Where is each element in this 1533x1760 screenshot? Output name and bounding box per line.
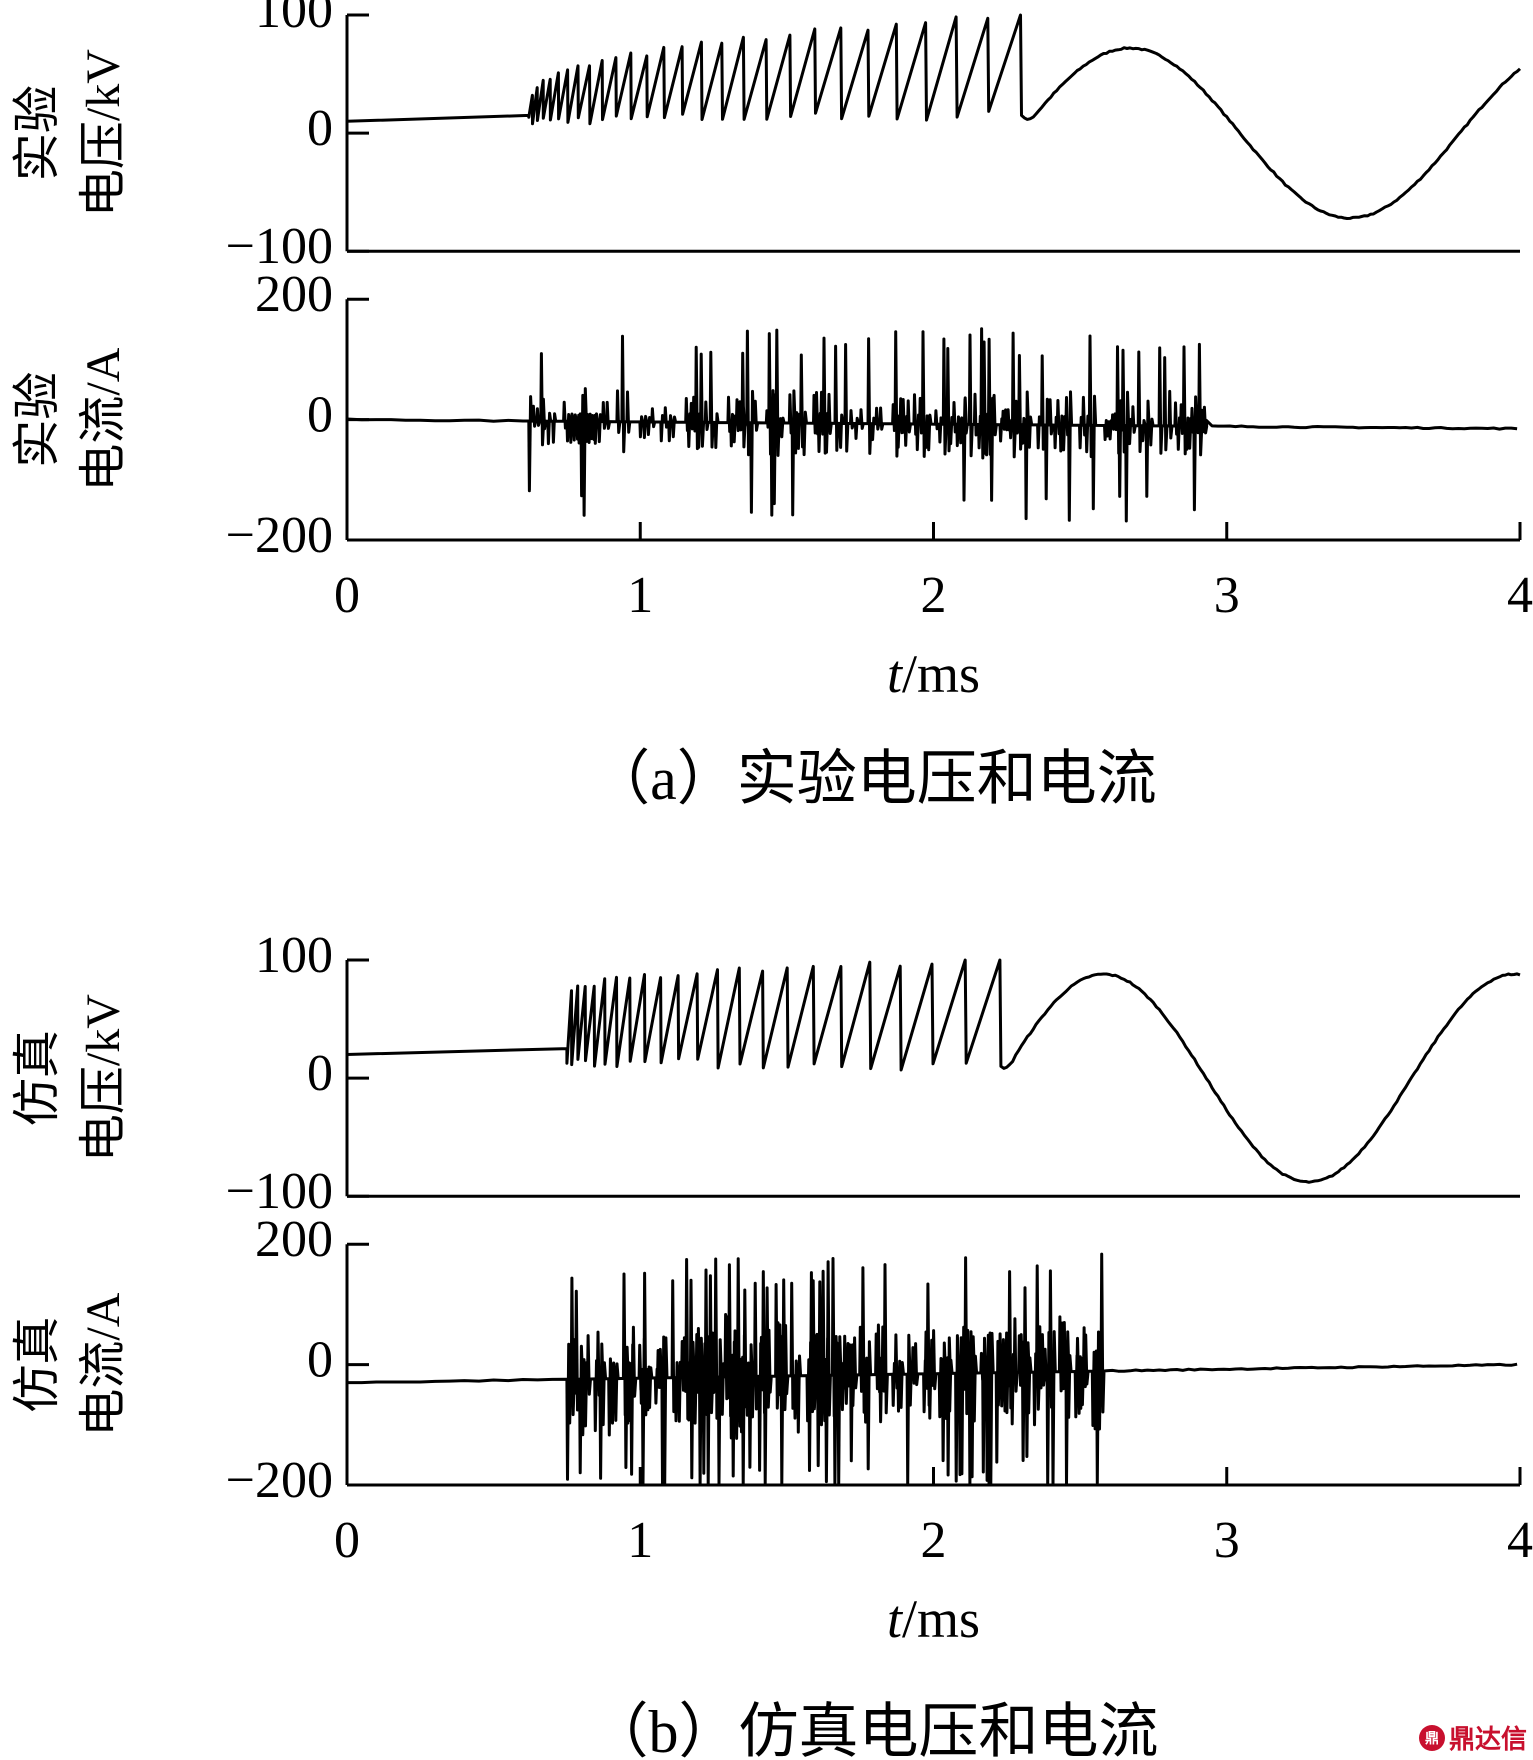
x-tick-label: 1 (627, 567, 653, 624)
current-trace (346, 327, 1518, 523)
y-tick-label: −200 (226, 507, 333, 564)
y-tick-label: −100 (226, 1163, 333, 1220)
voltage-trace (346, 13, 1522, 220)
y-axis-label: 实验 电流/A (11, 347, 130, 491)
x-tick-label: 2 (921, 1512, 947, 1569)
y-tick-label: 0 (307, 100, 333, 157)
current-panel: 200 0 −200 实验 电流/A (11, 266, 1520, 564)
x-axis-label-unit: /ms (902, 644, 980, 704)
current-panel: 200 0 −200 仿真 电流/A (11, 1211, 1520, 1509)
y-axis-label-line1: 实验 (11, 85, 64, 181)
voltage-panel: 100 0 −100 实验 电压/kV (11, 0, 1522, 275)
watermark: 鼎 鼎达信 (1418, 1719, 1527, 1756)
current-trace (347, 1252, 1518, 1487)
x-tick-label: 0 (334, 567, 360, 624)
y-tick-label: −100 (226, 218, 333, 275)
dingdaxin-logo-icon: 鼎 (1418, 1724, 1445, 1751)
y-axis-label: 仿真 电流/A (11, 1292, 130, 1436)
x-tick-label: 0 (334, 1512, 360, 1569)
y-tick-label: 100 (255, 0, 333, 39)
y-axis-label-line2: 电流/A (77, 1292, 130, 1436)
watermark-text: 鼎达信 (1448, 1725, 1527, 1755)
x-axis-label-symbol: t (887, 1589, 904, 1649)
y-axis-label: 实验 电压/kV (11, 49, 130, 217)
y-tick-label: 0 (307, 387, 333, 444)
x-tick-label: 4 (1507, 1512, 1533, 1569)
x-tick-label: 2 (921, 567, 947, 624)
y-axis-label-line2: 电压/kV (77, 49, 130, 217)
figure-caption: （b）仿真电压和电流 (589, 1699, 1159, 1760)
x-axis-label: t/ms (887, 1589, 980, 1649)
voltage-panel: 100 0 −100 仿真 电压/kV (11, 927, 1521, 1220)
y-axis-label: 仿真 电压/kV (11, 994, 130, 1162)
y-tick-label: 0 (307, 1045, 333, 1102)
x-axis-label-symbol: t (887, 644, 904, 704)
y-tick-label: 100 (255, 927, 333, 984)
y-axis-label-line2: 电压/kV (77, 994, 130, 1162)
x-tick-label: 4 (1507, 567, 1533, 624)
y-tick-label: 0 (307, 1332, 333, 1389)
x-tick-label: 3 (1214, 1512, 1240, 1569)
x-tick-label: 1 (627, 1512, 653, 1569)
y-axis-label-line2: 电流/A (77, 347, 130, 491)
y-axis-label-line1: 仿真 (11, 1317, 64, 1413)
y-tick-label: 200 (255, 266, 333, 323)
y-axis-label-line1: 实验 (11, 372, 64, 468)
y-tick-label: −200 (226, 1452, 333, 1509)
figure-caption: （a）实验电压和电流 (590, 746, 1157, 812)
voltage-trace (346, 958, 1521, 1184)
y-tick-label: 200 (255, 1211, 333, 1268)
y-axis-label-line1: 仿真 (11, 1030, 64, 1126)
x-axis-label: t/ms (887, 644, 980, 704)
x-tick-label: 3 (1214, 567, 1240, 624)
x-axis-label-unit: /ms (902, 1589, 980, 1649)
